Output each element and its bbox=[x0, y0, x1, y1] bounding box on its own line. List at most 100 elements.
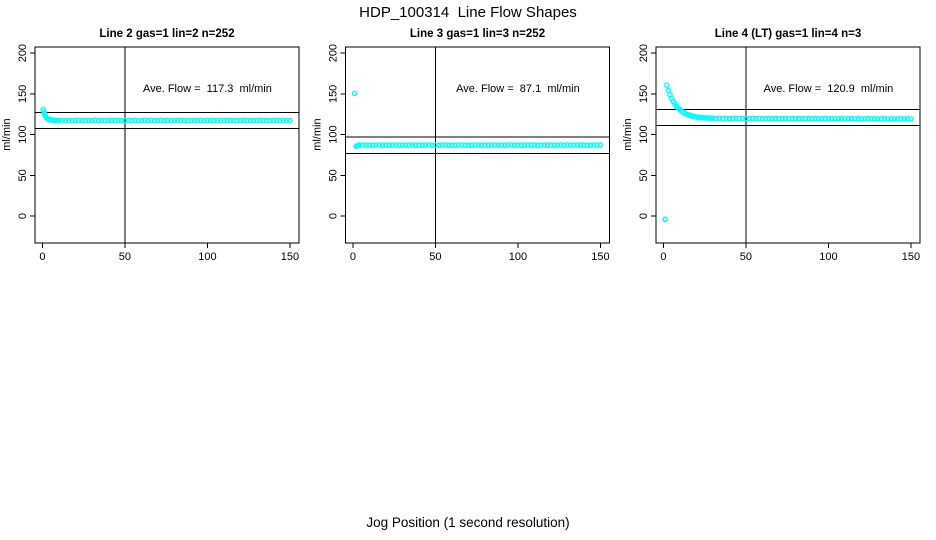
data-point bbox=[287, 117, 293, 124]
data-point bbox=[544, 142, 551, 149]
x-tick-label: 100 bbox=[819, 251, 837, 263]
data-point bbox=[762, 115, 769, 122]
data-point bbox=[485, 142, 492, 149]
plot-box bbox=[34, 46, 300, 244]
data-point bbox=[118, 117, 125, 124]
data-point bbox=[904, 116, 911, 122]
data-point bbox=[277, 117, 283, 124]
data-point bbox=[746, 115, 753, 122]
data-point bbox=[422, 142, 429, 148]
data-point bbox=[135, 117, 141, 124]
data-point bbox=[125, 117, 131, 124]
data-point bbox=[525, 142, 531, 148]
data-point bbox=[462, 142, 468, 149]
y-tick-label: 100 bbox=[638, 125, 650, 143]
y-tick-label: 100 bbox=[17, 125, 29, 143]
data-point bbox=[439, 142, 445, 148]
data-point bbox=[726, 115, 733, 122]
data-point bbox=[234, 117, 240, 124]
subplot-title: Line 2 gas=1 lin=2 n=252 bbox=[99, 28, 234, 40]
data-point bbox=[270, 117, 277, 124]
data-point bbox=[597, 142, 604, 148]
data-point bbox=[753, 115, 759, 122]
data-point bbox=[769, 115, 776, 122]
data-point bbox=[901, 116, 908, 122]
data-point bbox=[511, 142, 518, 149]
axes: 0 50 100 150 0 50 100 150 200 bbox=[328, 44, 610, 263]
data-point bbox=[145, 117, 151, 124]
data-point bbox=[224, 117, 230, 124]
data-point bbox=[891, 116, 898, 122]
data-point bbox=[779, 115, 786, 122]
data-point bbox=[445, 142, 452, 149]
subplot-title: Line 3 gas=1 lin=3 n=252 bbox=[410, 28, 545, 40]
scatter-points bbox=[662, 82, 914, 223]
data-point bbox=[865, 115, 871, 122]
data-point bbox=[141, 117, 148, 124]
data-point bbox=[217, 117, 224, 124]
data-point bbox=[809, 116, 815, 122]
data-point bbox=[888, 115, 894, 122]
plot-box bbox=[655, 46, 921, 244]
data-point bbox=[432, 142, 439, 148]
main-title: HDP_100314 Line Flow Shapes bbox=[359, 4, 577, 21]
ave-flow-annotation: Ave. Flow = 117.3 ml/min bbox=[143, 83, 272, 95]
data-point bbox=[472, 142, 478, 148]
data-point bbox=[128, 117, 135, 124]
data-point bbox=[842, 116, 848, 122]
plot-line2: Line 2 gas=1 lin=2 n=252 ml/min 0 50 100 15… bbox=[1, 28, 300, 263]
data-point bbox=[828, 115, 835, 122]
data-point bbox=[40, 107, 47, 113]
data-point bbox=[786, 115, 792, 122]
data-point bbox=[736, 115, 743, 122]
data-point bbox=[832, 115, 838, 122]
x-tick-label: 50 bbox=[429, 251, 441, 263]
data-point bbox=[558, 142, 564, 148]
data-point bbox=[561, 142, 567, 149]
x-tick-label: 100 bbox=[509, 251, 527, 263]
data-point bbox=[733, 115, 739, 122]
data-point bbox=[416, 142, 422, 148]
data-point bbox=[885, 116, 891, 122]
data-point bbox=[792, 116, 799, 122]
y-tick-label: 150 bbox=[17, 85, 29, 103]
data-point bbox=[92, 117, 98, 124]
data-point bbox=[260, 117, 267, 124]
data-point bbox=[181, 117, 188, 124]
data-point bbox=[848, 115, 855, 122]
data-point bbox=[518, 142, 525, 149]
axes: 0 50 100 150 0 50 100 150 200 bbox=[17, 44, 300, 263]
data-point bbox=[108, 117, 115, 124]
data-point bbox=[662, 216, 668, 223]
data-point bbox=[207, 117, 214, 124]
data-point bbox=[59, 117, 66, 124]
data-point bbox=[908, 116, 914, 122]
data-point bbox=[878, 116, 885, 122]
plot-line3: Line 3 gas=1 lin=3 n=252 ml/min 0 50 100 15… bbox=[312, 28, 610, 263]
data-point bbox=[739, 115, 746, 122]
data-point bbox=[528, 142, 534, 149]
data-point bbox=[201, 117, 207, 124]
ave-flow-annotation: Ave. Flow = 87.1 ml/min bbox=[456, 83, 580, 95]
data-point bbox=[515, 142, 521, 148]
data-point bbox=[191, 117, 197, 124]
x-tick-label: 100 bbox=[198, 251, 216, 263]
y-tick-label: 200 bbox=[17, 44, 29, 62]
data-point bbox=[521, 142, 528, 148]
y-tick-label: 150 bbox=[328, 85, 340, 103]
data-point bbox=[211, 117, 217, 124]
data-point bbox=[805, 115, 812, 122]
data-point bbox=[776, 115, 782, 122]
data-point bbox=[389, 142, 396, 148]
x-tick-label: 0 bbox=[350, 251, 356, 263]
data-point bbox=[161, 117, 168, 124]
data-point bbox=[148, 117, 155, 124]
data-point bbox=[376, 142, 383, 148]
data-point bbox=[713, 115, 720, 122]
data-point bbox=[795, 115, 802, 122]
x-tick-label: 150 bbox=[281, 251, 299, 263]
data-point bbox=[283, 117, 290, 124]
data-point bbox=[756, 115, 762, 122]
